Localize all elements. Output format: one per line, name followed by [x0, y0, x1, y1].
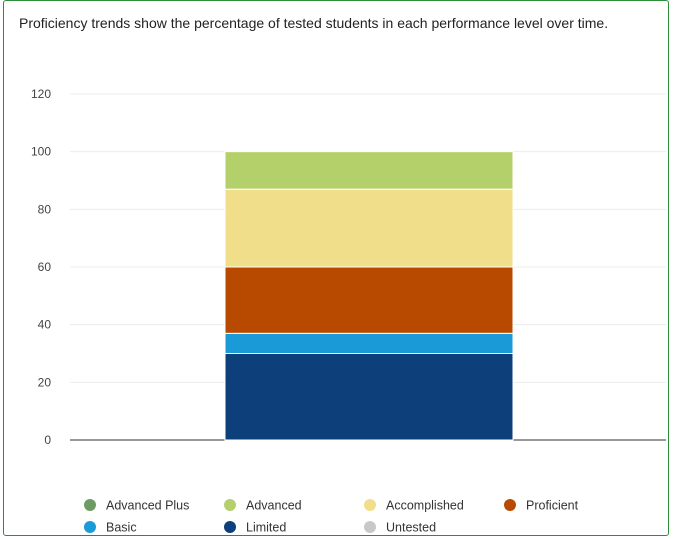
legend-label-basic[interactable]: Basic	[106, 521, 137, 535]
y-tick-label: 100	[31, 145, 51, 159]
legend-label-limited[interactable]: Limited	[246, 521, 286, 535]
legend-swatch-untested	[364, 521, 376, 533]
bar-segment-basic[interactable]	[224, 332, 514, 355]
bar-segment-accomplished[interactable]	[224, 188, 514, 268]
y-tick-label: 20	[38, 375, 52, 389]
legend-label-proficient[interactable]: Proficient	[526, 499, 579, 513]
chart-description: Proficiency trends show the percentage o…	[19, 15, 609, 31]
legend-swatch-limited	[224, 521, 236, 533]
legend-label-accomplished[interactable]: Accomplished	[386, 499, 464, 513]
y-tick-label: 120	[31, 87, 51, 101]
bar-segment-advanced[interactable]	[224, 151, 514, 190]
legend: Advanced Plus Advanced Accomplished Profici…	[84, 499, 579, 535]
bar-segment-limited[interactable]	[224, 353, 514, 441]
legend-swatch-proficient	[504, 499, 516, 511]
y-tick-label: 0	[44, 433, 51, 447]
legend-swatch-accomplished	[364, 499, 376, 511]
y-tick-label: 60	[38, 260, 52, 274]
legend-swatch-advanced	[224, 499, 236, 511]
bars	[224, 151, 514, 441]
y-tick-label: 80	[38, 202, 52, 216]
y-tick-label: 40	[38, 318, 52, 332]
legend-label-advanced[interactable]: Advanced	[246, 499, 302, 513]
bar-segment-proficient[interactable]	[224, 266, 514, 334]
legend-label-untested[interactable]: Untested	[386, 521, 436, 535]
legend-swatch-basic	[84, 521, 96, 533]
legend-swatch-advanced-plus	[84, 499, 96, 511]
legend-label-advanced-plus[interactable]: Advanced Plus	[106, 499, 189, 513]
